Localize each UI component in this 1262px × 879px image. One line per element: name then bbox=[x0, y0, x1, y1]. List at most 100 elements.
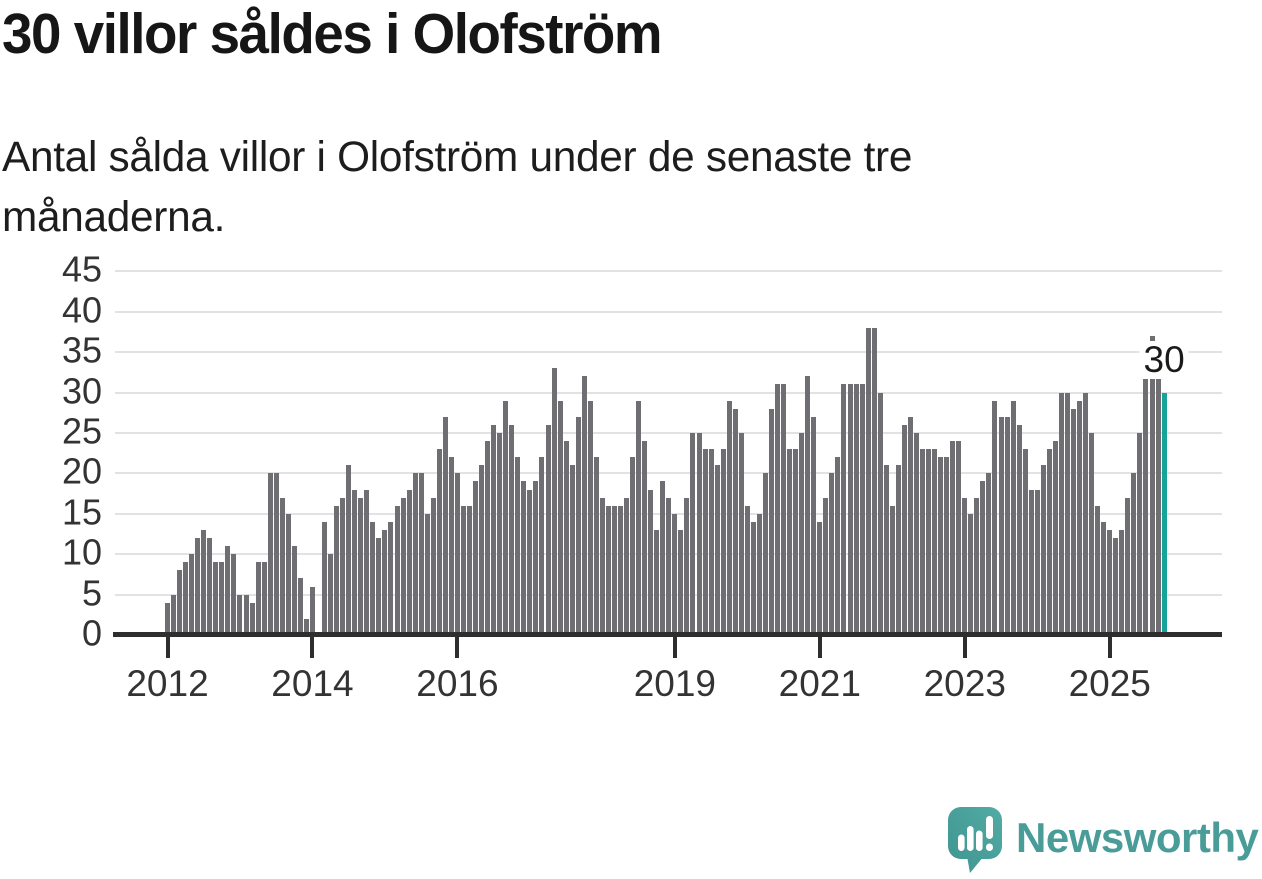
bar bbox=[225, 546, 231, 635]
bar bbox=[1077, 400, 1083, 635]
bar bbox=[563, 441, 569, 635]
bar bbox=[201, 529, 207, 635]
bar bbox=[279, 497, 285, 635]
bar bbox=[720, 449, 726, 635]
bar bbox=[267, 473, 273, 635]
bar bbox=[932, 449, 938, 635]
bar bbox=[515, 457, 521, 635]
bar bbox=[1125, 497, 1131, 635]
bar bbox=[394, 505, 400, 635]
bar bbox=[183, 562, 189, 635]
last-value-label: 30 bbox=[1139, 341, 1189, 379]
bar bbox=[557, 400, 563, 635]
bar bbox=[618, 505, 623, 635]
bar bbox=[859, 384, 865, 635]
bar bbox=[237, 594, 243, 635]
bar bbox=[195, 538, 201, 635]
bar bbox=[1058, 392, 1064, 635]
bar bbox=[165, 602, 170, 635]
bar bbox=[297, 578, 303, 635]
chart-subtitle-line-2: månaderna. bbox=[2, 193, 226, 241]
x-tick-2012 bbox=[165, 637, 170, 658]
bar bbox=[956, 441, 962, 635]
bar bbox=[424, 513, 430, 635]
bar bbox=[1040, 465, 1046, 635]
bar bbox=[273, 473, 279, 635]
bar bbox=[473, 481, 479, 635]
bar bbox=[551, 368, 557, 635]
bar bbox=[992, 400, 998, 635]
bar bbox=[467, 505, 472, 635]
y-axis-label-5: 5 bbox=[81, 571, 102, 613]
y-axis-label-30: 30 bbox=[61, 369, 102, 411]
bar bbox=[1119, 529, 1125, 635]
bar bbox=[1083, 392, 1089, 635]
gridline-y-40 bbox=[115, 310, 1222, 313]
bar bbox=[569, 465, 575, 635]
bar bbox=[328, 554, 334, 635]
bar bbox=[503, 400, 509, 635]
bar bbox=[581, 376, 587, 635]
bar bbox=[823, 497, 829, 635]
x-tick-2019 bbox=[672, 637, 677, 658]
bar bbox=[412, 473, 418, 635]
x-tick-2023 bbox=[962, 637, 967, 658]
y-axis-label-15: 15 bbox=[61, 491, 102, 533]
bar bbox=[799, 432, 805, 635]
bar bbox=[630, 457, 636, 635]
bar bbox=[1155, 376, 1161, 635]
bar bbox=[521, 481, 527, 635]
bar bbox=[756, 513, 762, 635]
bar bbox=[485, 441, 491, 635]
chart-subtitle: Antal sålda villor i Olofström under de … bbox=[2, 127, 912, 247]
bar bbox=[382, 529, 388, 635]
bar bbox=[853, 384, 859, 635]
bar bbox=[690, 432, 696, 635]
y-axis-label-40: 40 bbox=[61, 288, 102, 330]
bar bbox=[1016, 424, 1022, 635]
bar bbox=[1010, 400, 1016, 635]
bar bbox=[1089, 432, 1095, 635]
bar bbox=[219, 562, 225, 635]
bar bbox=[1095, 505, 1101, 635]
bar bbox=[684, 497, 690, 635]
bar bbox=[817, 521, 823, 635]
bar bbox=[938, 457, 944, 635]
bar bbox=[189, 554, 195, 635]
bar bbox=[460, 505, 466, 635]
newsworthy-logo bbox=[946, 804, 1010, 874]
bar bbox=[968, 513, 974, 635]
bar bbox=[666, 497, 672, 635]
bar bbox=[358, 497, 364, 635]
bar bbox=[352, 489, 358, 635]
bar bbox=[406, 489, 412, 635]
bar bbox=[714, 465, 720, 635]
chart-subtitle-line-1: Antal sålda villor i Olofström under de … bbox=[2, 133, 913, 181]
bar bbox=[1143, 376, 1149, 635]
gridline-y-30 bbox=[115, 391, 1222, 394]
bar bbox=[998, 416, 1004, 635]
bar bbox=[448, 457, 454, 635]
bar bbox=[636, 400, 642, 635]
bar bbox=[442, 416, 448, 635]
bar bbox=[654, 529, 660, 635]
bar bbox=[871, 327, 877, 635]
bar bbox=[255, 562, 261, 635]
bar bbox=[877, 392, 883, 635]
x-tick-2025 bbox=[1107, 637, 1112, 658]
bar bbox=[986, 473, 992, 635]
bar bbox=[642, 441, 648, 635]
bar bbox=[1046, 449, 1052, 635]
highlighted-bar bbox=[1161, 392, 1167, 635]
bar bbox=[775, 384, 781, 635]
bar bbox=[980, 481, 986, 635]
bar bbox=[599, 497, 605, 635]
bar bbox=[593, 457, 599, 635]
bar bbox=[370, 521, 376, 635]
bar bbox=[418, 473, 424, 635]
bar bbox=[539, 457, 545, 635]
bar bbox=[901, 424, 907, 635]
bar bbox=[847, 384, 853, 635]
bar bbox=[762, 473, 768, 635]
bar bbox=[805, 376, 811, 635]
